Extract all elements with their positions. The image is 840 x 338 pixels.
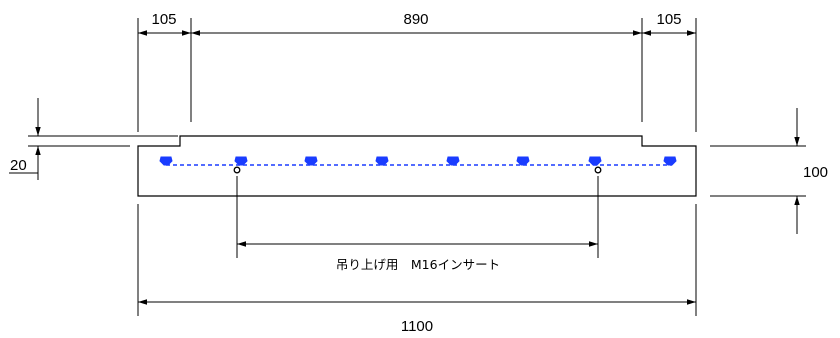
rebar-markers <box>159 156 677 166</box>
rebar-marker <box>663 156 677 166</box>
rebar-marker <box>446 156 460 166</box>
dim-right-height: 100 <box>803 164 828 181</box>
rebar-marker <box>159 156 173 166</box>
insert-note: 吊り上げ用 M16インサート <box>336 257 500 272</box>
dim-top-middle: 890 <box>403 11 428 28</box>
rebar-marker <box>234 156 248 166</box>
rebar-marker <box>588 156 602 166</box>
dim-top-right: 105 <box>656 11 681 28</box>
dim-left-step: 20 <box>10 157 27 174</box>
rebar-marker <box>516 156 530 166</box>
dim-bottom-total: 1100 <box>401 318 433 335</box>
insert-right <box>594 166 602 174</box>
member-outline <box>137 135 697 197</box>
rebar-marker <box>375 156 389 166</box>
rebar-marker <box>304 156 318 166</box>
dim-top-left: 105 <box>151 11 176 28</box>
insert-left <box>233 166 241 174</box>
